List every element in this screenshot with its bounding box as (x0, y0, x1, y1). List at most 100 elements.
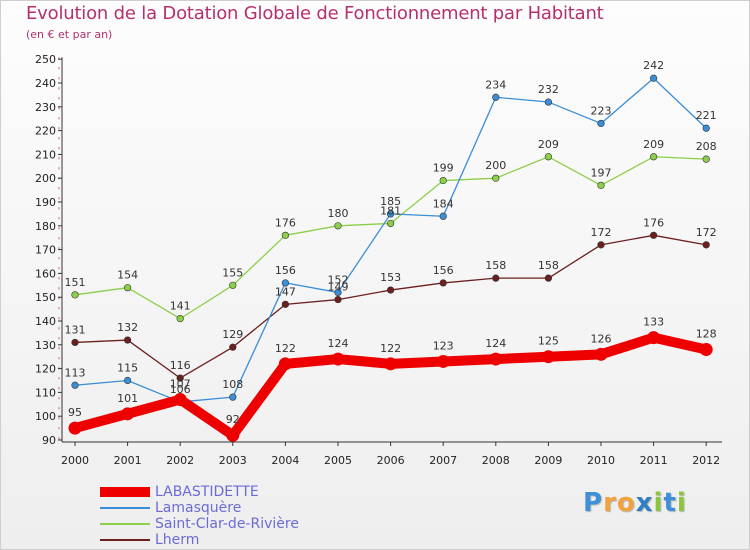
data-point-lamasquere (123, 376, 132, 385)
data-label-lherm: 116 (170, 359, 191, 372)
logo-letter: x (635, 488, 654, 518)
legend-item-lherm: Lherm (100, 532, 400, 548)
data-point-labastidette (541, 350, 555, 364)
data-label-saint-clar-de-riviere: 181 (380, 204, 401, 217)
data-label-lamasquere: 152 (328, 273, 349, 286)
legend-label: LABASTIDETTE (155, 484, 259, 500)
data-point-saint-clar-de-riviere (387, 219, 395, 228)
data-label-lamasquere: 115 (117, 362, 138, 375)
x-tick-label: 2010 (587, 454, 615, 467)
data-point-lherm (597, 241, 605, 249)
x-tick-label: 2008 (482, 454, 510, 467)
data-point-lamasquere (387, 210, 395, 218)
data-point-lherm (649, 231, 658, 239)
data-label-labastidette: 101 (117, 392, 138, 405)
data-point-lamasquere (71, 381, 79, 389)
legend-item-labastidette: LABASTIDETTE (100, 484, 400, 500)
data-label-labastidette: 95 (68, 406, 82, 419)
data-label-lamasquere: 113 (65, 366, 86, 379)
data-point-lherm (544, 274, 553, 282)
data-point-lherm (229, 343, 237, 351)
logo-letter: P (583, 488, 604, 518)
data-point-saint-clar-de-riviere (544, 153, 553, 161)
data-label-lherm: 147 (275, 285, 296, 298)
data-label-saint-clar-de-riviere: 141 (170, 300, 191, 313)
legend-swatch (100, 523, 150, 525)
data-label-lamasquere: 232 (538, 83, 559, 96)
legend-item-lamasquere: Lamasquère (100, 500, 400, 516)
data-point-labastidette (331, 352, 345, 366)
data-label-lamasquere: 108 (222, 378, 243, 391)
data-point-lherm (176, 374, 184, 382)
data-label-labastidette: 122 (380, 342, 401, 355)
data-label-labastidette: 128 (696, 328, 717, 341)
data-point-lamasquere (281, 279, 290, 287)
data-label-labastidette: 122 (275, 342, 296, 355)
legend-label: Lamasquère (155, 500, 242, 516)
x-tick-label: 2011 (640, 454, 668, 467)
data-label-labastidette: 124 (328, 337, 349, 350)
x-tick-label: 2003 (219, 454, 247, 467)
y-tick-label: 150 (35, 291, 56, 304)
data-point-labastidette (489, 352, 503, 366)
data-label-lherm: 158 (538, 259, 559, 272)
data-point-lamasquere (544, 98, 553, 106)
data-point-lamasquere (439, 212, 447, 220)
x-tick-label: 2012 (692, 454, 720, 467)
data-point-lamasquere (702, 124, 710, 132)
data-label-lamasquere: 184 (433, 197, 454, 210)
legend-item-saint-clar-de-riviere: Saint-Clar-de-Rivière (100, 516, 400, 532)
data-label-saint-clar-de-riviere: 197 (591, 166, 612, 179)
data-label-saint-clar-de-riviere: 176 (275, 216, 296, 229)
y-tick-label: 120 (35, 363, 56, 376)
data-point-labastidette (121, 407, 135, 421)
y-tick-label: 210 (35, 148, 56, 161)
y-tick-label: 250 (35, 53, 56, 66)
data-point-saint-clar-de-riviere (229, 281, 237, 289)
y-tick-label: 180 (35, 220, 56, 233)
data-label-lamasquere: 106 (170, 383, 191, 396)
chart-subtitle: (en € et par an) (26, 28, 113, 41)
data-point-saint-clar-de-riviere (649, 153, 658, 161)
y-tick-label: 130 (35, 339, 56, 352)
data-point-saint-clar-de-riviere (597, 181, 605, 189)
data-label-lamasquere: 156 (275, 264, 296, 277)
data-point-lamasquere (334, 288, 342, 297)
data-label-lamasquere: 242 (643, 59, 664, 72)
data-label-labastidette: 123 (433, 339, 454, 352)
legend-label: Lherm (155, 532, 200, 548)
data-point-lamasquere (649, 74, 658, 82)
data-label-lamasquere: 223 (591, 104, 612, 117)
data-label-labastidette: 92 (226, 413, 240, 426)
data-label-lherm: 172 (696, 226, 717, 239)
data-point-lherm (71, 338, 79, 347)
data-point-lherm (334, 295, 342, 304)
data-label-lamasquere: 221 (696, 109, 717, 122)
data-point-labastidette (384, 357, 398, 371)
y-tick-label: 110 (35, 386, 56, 399)
y-tick-label: 190 (35, 196, 56, 209)
data-point-saint-clar-de-riviere (123, 284, 132, 292)
data-label-saint-clar-de-riviere: 209 (538, 138, 559, 151)
x-tick-label: 2001 (114, 454, 142, 467)
data-label-saint-clar-de-riviere: 209 (643, 138, 664, 151)
data-label-labastidette: 133 (643, 316, 664, 329)
data-label-lherm: 131 (65, 323, 86, 336)
data-point-lamasquere (597, 119, 605, 128)
data-point-lherm (123, 336, 132, 344)
data-point-labastidette (594, 347, 608, 361)
x-tick-label: 2009 (534, 454, 562, 467)
data-point-lherm (702, 241, 710, 249)
series-line-saint-clar-de-riviere (74, 156, 707, 320)
data-point-saint-clar-de-riviere (492, 174, 500, 182)
data-label-saint-clar-de-riviere: 151 (65, 276, 86, 289)
data-label-labastidette: 124 (485, 337, 506, 350)
legend-swatch (100, 487, 150, 497)
data-label-lamasquere: 185 (380, 195, 401, 208)
data-label-lamasquere: 234 (485, 78, 506, 91)
logo-letter: o (616, 488, 636, 518)
data-point-labastidette (68, 421, 82, 435)
y-tick-label: 200 (35, 172, 56, 185)
